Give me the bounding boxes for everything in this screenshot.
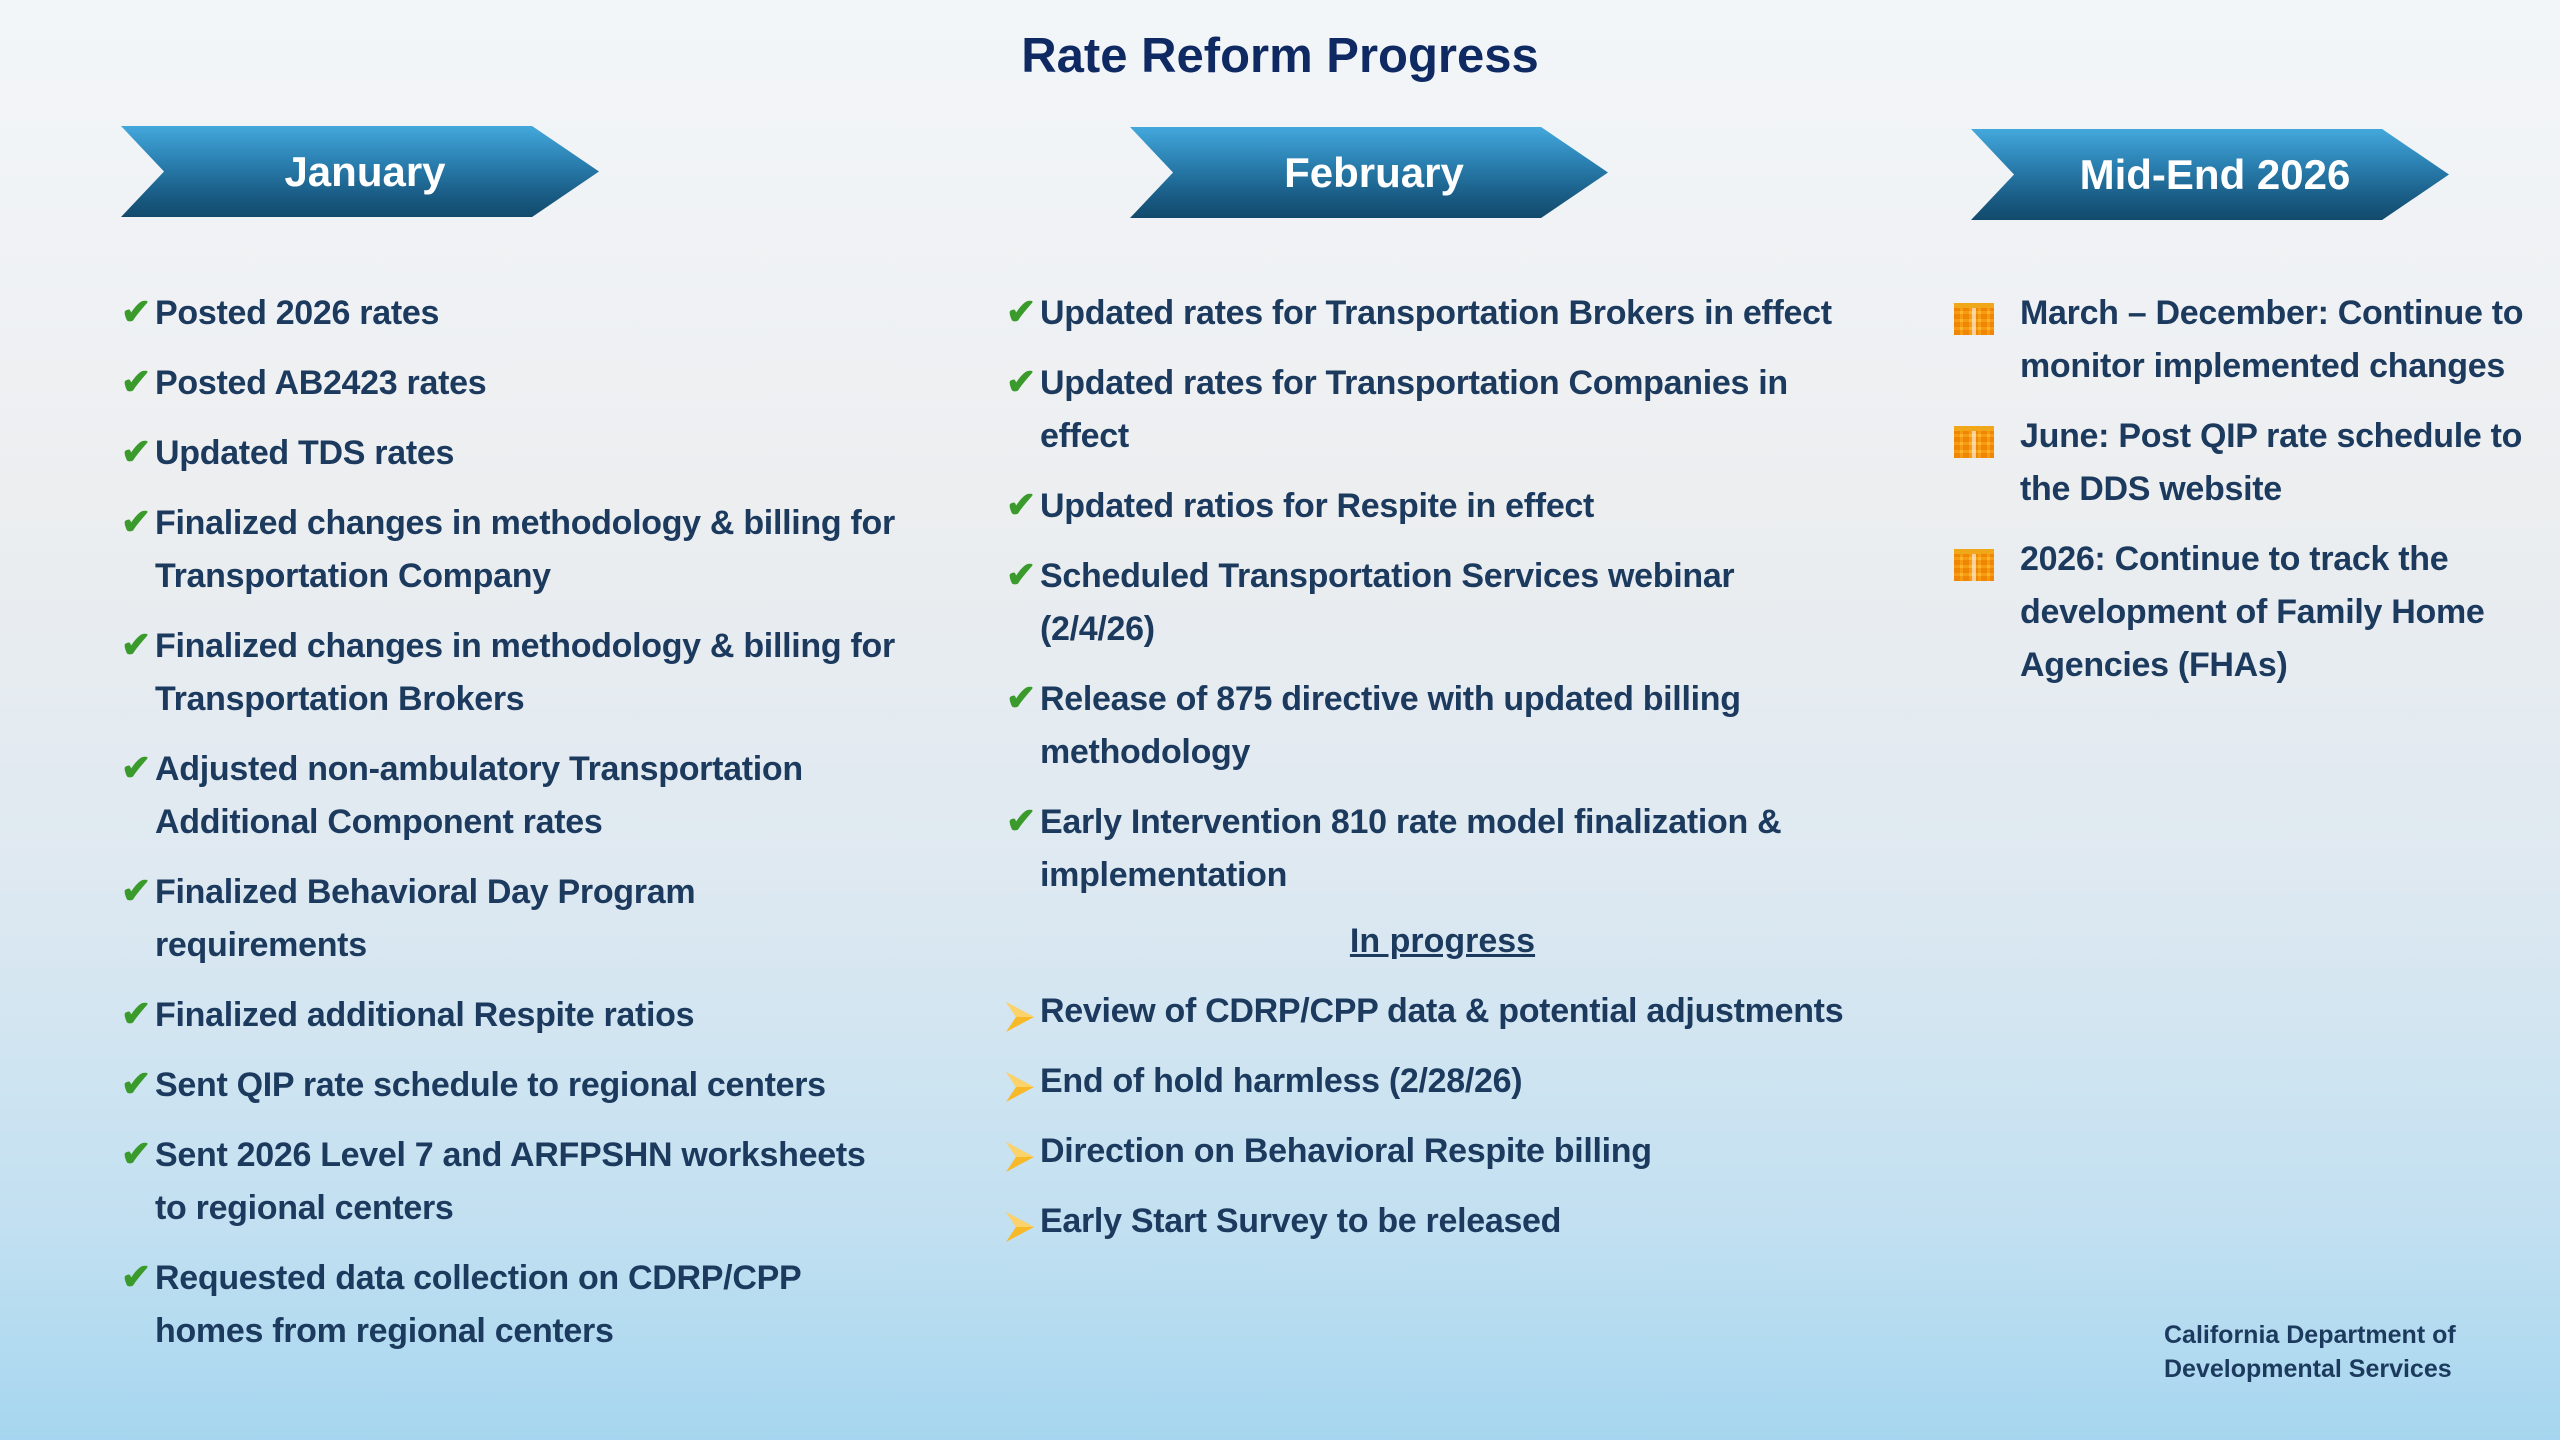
checkmark-icon: ✔	[121, 501, 151, 542]
chevron-mid-end-2026: Mid-End 2026	[1971, 129, 2449, 220]
item-text: Early Intervention 810 rate model finali…	[1040, 803, 1782, 894]
checkmark-icon: ✔	[121, 993, 151, 1034]
item-text: Scheduled Transportation Services webina…	[1040, 557, 1735, 648]
list-item: ✔ Updated rates for Transportation Broker…	[1006, 287, 1845, 340]
item-text: Updated TDS rates	[155, 434, 455, 472]
item-text: Release of 875 directive with updated bi…	[1040, 680, 1741, 771]
list-item: ✔ Posted 2026 rates	[121, 287, 895, 340]
item-text: Finalized changes in methodology & billi…	[155, 627, 895, 718]
checkmark-icon: ✔	[121, 431, 151, 472]
checkmark-icon: ✔	[1006, 291, 1036, 332]
list-item: ✔ Finalized changes in methodology & bill…	[121, 497, 895, 603]
list-item: ✔ Sent QIP rate schedule to regional cent…	[121, 1059, 895, 1112]
list-item: ✔ Scheduled Transportation Services webin…	[1006, 550, 1845, 656]
item-text: Posted AB2423 rates	[155, 364, 487, 402]
chevron-january: January	[121, 126, 599, 217]
page-title: Rate Reform Progress	[1021, 29, 1539, 83]
item-text: Requested data collection on CDRP/CPP ho…	[155, 1259, 801, 1350]
checkmark-icon: ✔	[1006, 800, 1036, 841]
item-text: Updated rates for Transportation Compani…	[1040, 364, 1788, 455]
chevron-label: Mid-End 2026	[2079, 150, 2351, 198]
checkmark-icon: ✔	[121, 1133, 151, 1174]
item-text: Sent 2026 Level 7 and ARFPSHN worksheets…	[155, 1136, 866, 1227]
chevron-february: February	[1130, 127, 1608, 218]
list-item: ✔ Updated rates for Transportation Compan…	[1006, 357, 1845, 463]
list-item: ✔ Finalized Behavioral Day Program requir…	[121, 866, 895, 972]
january-list: ✔ Posted 2026 rates ✔ Posted AB2423 rates ✔ U…	[121, 287, 895, 1375]
item-text: Finalized additional Respite ratios	[155, 996, 695, 1034]
list-item: Review of CDRP/CPP data & potential adju…	[1006, 985, 1845, 1038]
mid-end-2026-list: March – December: Continue to monitor im…	[1954, 287, 2530, 709]
organization-name: California Department of Developmental S…	[2164, 1318, 2456, 1386]
item-text: Updated ratios for Respite in effect	[1040, 487, 1595, 525]
checkmark-icon: ✔	[121, 1063, 151, 1104]
calendar-icon	[1954, 303, 1994, 335]
chevron-label: February	[1284, 148, 1464, 196]
list-item: ✔ Posted AB2423 rates	[121, 357, 895, 410]
list-item: March – December: Continue to monitor im…	[1954, 287, 2530, 393]
list-item: ✔ Early Intervention 810 rate model final…	[1006, 796, 1845, 902]
checkmark-icon: ✔	[121, 624, 151, 665]
checkmark-icon: ✔	[1006, 361, 1036, 402]
item-text: Finalized changes in methodology & billi…	[155, 504, 895, 595]
list-item: Direction on Behavioral Respite billing	[1006, 1125, 1845, 1178]
item-text: 2026: Continue to track the development …	[2020, 540, 2485, 684]
calendar-icon	[1954, 426, 1994, 458]
item-text: Review of CDRP/CPP data & potential adju…	[1040, 992, 1844, 1030]
list-item: ✔ Updated TDS rates	[121, 427, 895, 480]
calendar-icon	[1954, 549, 1994, 581]
item-text: June: Post QIP rate schedule to the DDS …	[2020, 417, 2523, 508]
february-list: ✔ Updated rates for Transportation Broker…	[1006, 287, 1845, 1265]
checkmark-icon: ✔	[121, 291, 151, 332]
list-item: ✔ Finalized additional Respite ratios	[121, 989, 895, 1042]
arrowhead-icon	[1004, 1205, 1034, 1242]
list-item: ✔ Finalized changes in methodology & bill…	[121, 620, 895, 726]
item-text: Finalized Behavioral Day Program require…	[155, 873, 696, 964]
checkmark-icon: ✔	[1006, 554, 1036, 595]
item-text: Direction on Behavioral Respite billing	[1040, 1132, 1652, 1170]
item-text: Adjusted non-ambulatory Transportation A…	[155, 750, 803, 841]
footer-line: California Department of	[2164, 1321, 2456, 1349]
list-item: ✔ Updated ratios for Respite in effect	[1006, 480, 1845, 533]
checkmark-icon: ✔	[121, 361, 151, 402]
item-text: End of hold harmless (2/28/26)	[1040, 1062, 1523, 1100]
arrowhead-icon	[1004, 1135, 1034, 1172]
item-text: Early Start Survey to be released	[1040, 1202, 1562, 1240]
checkmark-icon: ✔	[121, 1256, 151, 1297]
item-text: Updated rates for Transportation Brokers…	[1040, 294, 1832, 332]
checkmark-icon: ✔	[1006, 484, 1036, 525]
list-item: June: Post QIP rate schedule to the DDS …	[1954, 410, 2530, 516]
chevron-label: January	[284, 147, 446, 195]
list-item: ✔ Release of 875 directive with updated b…	[1006, 673, 1845, 779]
list-item: ✔ Requested data collection on CDRP/CPP h…	[121, 1252, 895, 1358]
list-item: ✔ Adjusted non-ambulatory Transportation …	[121, 743, 895, 849]
arrowhead-icon	[1004, 1065, 1034, 1102]
item-text: March – December: Continue to monitor im…	[2020, 294, 2524, 385]
checkmark-icon: ✔	[1006, 677, 1036, 718]
in-progress-heading: In progress	[1349, 922, 1536, 960]
list-item: End of hold harmless (2/28/26)	[1006, 1055, 1845, 1108]
checkmark-icon: ✔	[121, 747, 151, 788]
list-item: Early Start Survey to be released	[1006, 1195, 1845, 1248]
item-text: Sent QIP rate schedule to regional cente…	[155, 1066, 826, 1104]
checkmark-icon: ✔	[121, 870, 151, 911]
footer-line: Developmental Services	[2164, 1355, 2452, 1383]
list-item: 2026: Continue to track the development …	[1954, 533, 2530, 692]
item-text: Posted 2026 rates	[155, 294, 440, 332]
list-item: ✔ Sent 2026 Level 7 and ARFPSHN worksheet…	[121, 1129, 895, 1235]
arrowhead-icon	[1004, 995, 1034, 1032]
